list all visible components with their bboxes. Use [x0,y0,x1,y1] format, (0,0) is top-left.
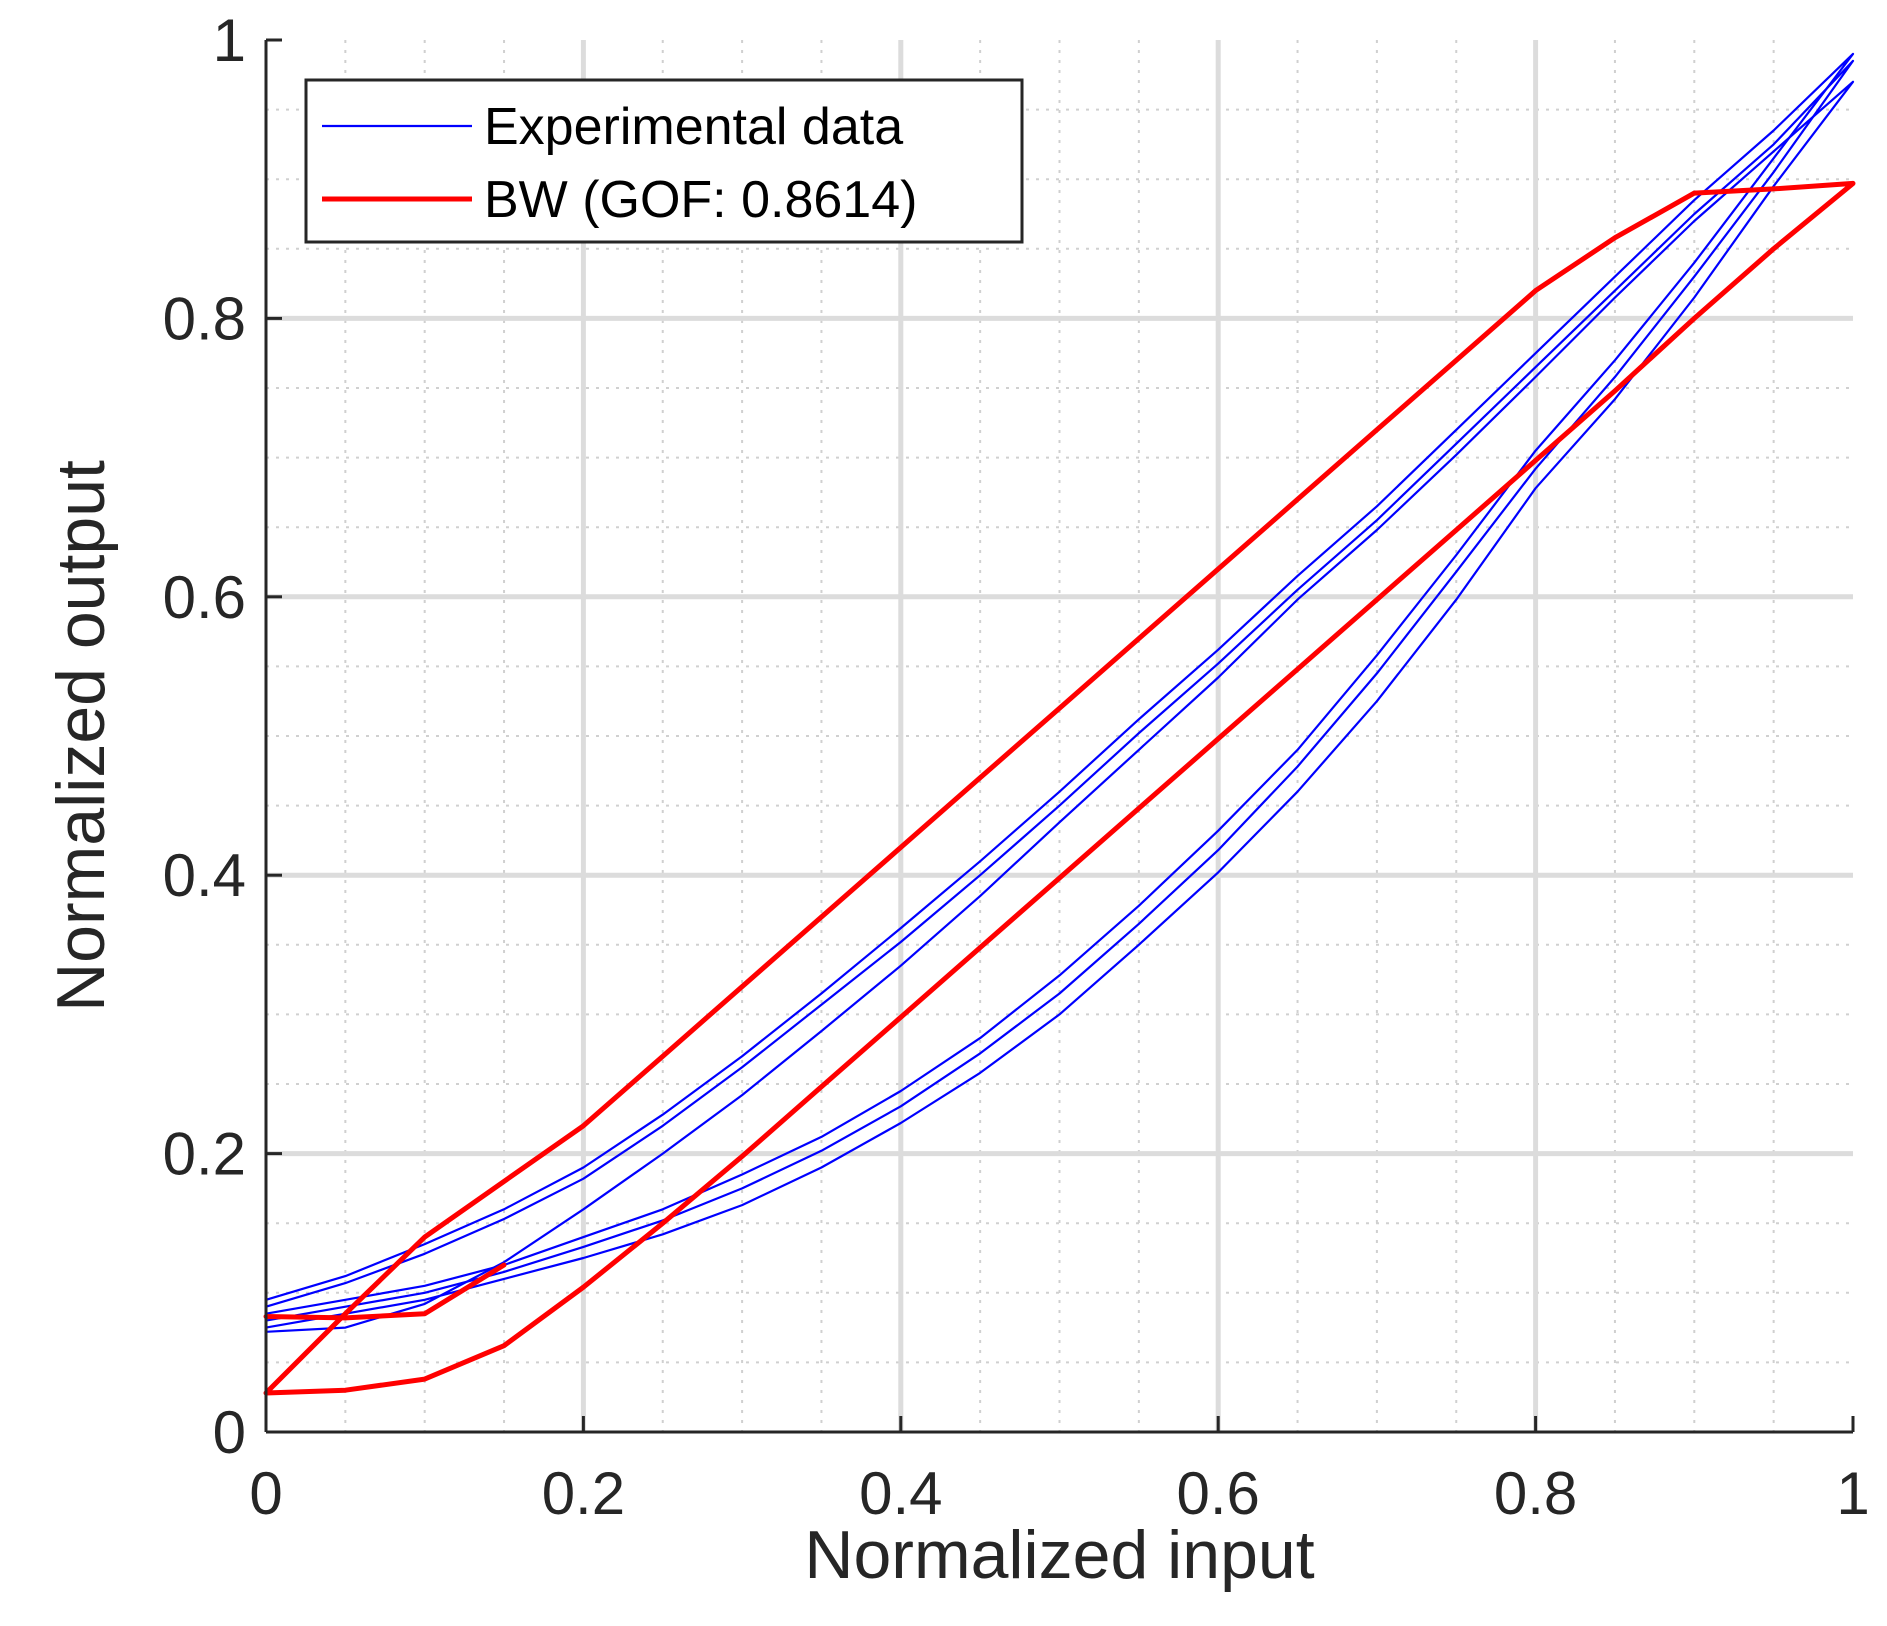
series-bw-model [263,180,1856,1396]
y-tick-label: 0 [213,1399,246,1466]
legend: Experimental data BW (GOF: 0.8614) [304,78,1024,244]
axes [264,38,1855,1434]
x-tick-label: 0.8 [1494,1460,1577,1527]
experimental-cycle-1 [264,59,1855,1322]
experimental-cycle-0 [264,52,1855,1315]
legend-box [304,78,1024,244]
y-axis-label: Normalized output [43,460,119,1012]
tick-labels: 0 0.2 0.4 0.6 0.8 1 0 0.2 0.4 0.6 0.8 1 [163,7,1870,1527]
y-tick-label: 0.6 [163,564,246,631]
x-tick-label: 1 [1836,1460,1869,1527]
x-tick-label: 0.4 [859,1460,942,1527]
x-axis-label: Normalized input [804,1517,1314,1593]
series-layer [263,52,1856,1396]
x-tick-label: 0.2 [542,1460,625,1527]
x-tick-label: 0.6 [1176,1460,1259,1527]
series-experimental-data [264,52,1855,1333]
bw-curve-0 [263,180,1856,1396]
y-tick-label: 0.8 [163,285,246,352]
y-tick-label: 0.2 [163,1121,246,1188]
y-tick-label: 0.4 [163,842,246,909]
legend-label-experimental: Experimental data [484,98,903,156]
bw-curve-1 [263,1262,507,1321]
legend-label-bw: BW (GOF: 0.8614) [484,171,917,229]
y-tick-label: 1 [213,7,246,74]
x-tick-label: 0 [249,1460,282,1527]
experimental-cycle-2 [264,80,1855,1333]
grid [266,40,1853,1432]
